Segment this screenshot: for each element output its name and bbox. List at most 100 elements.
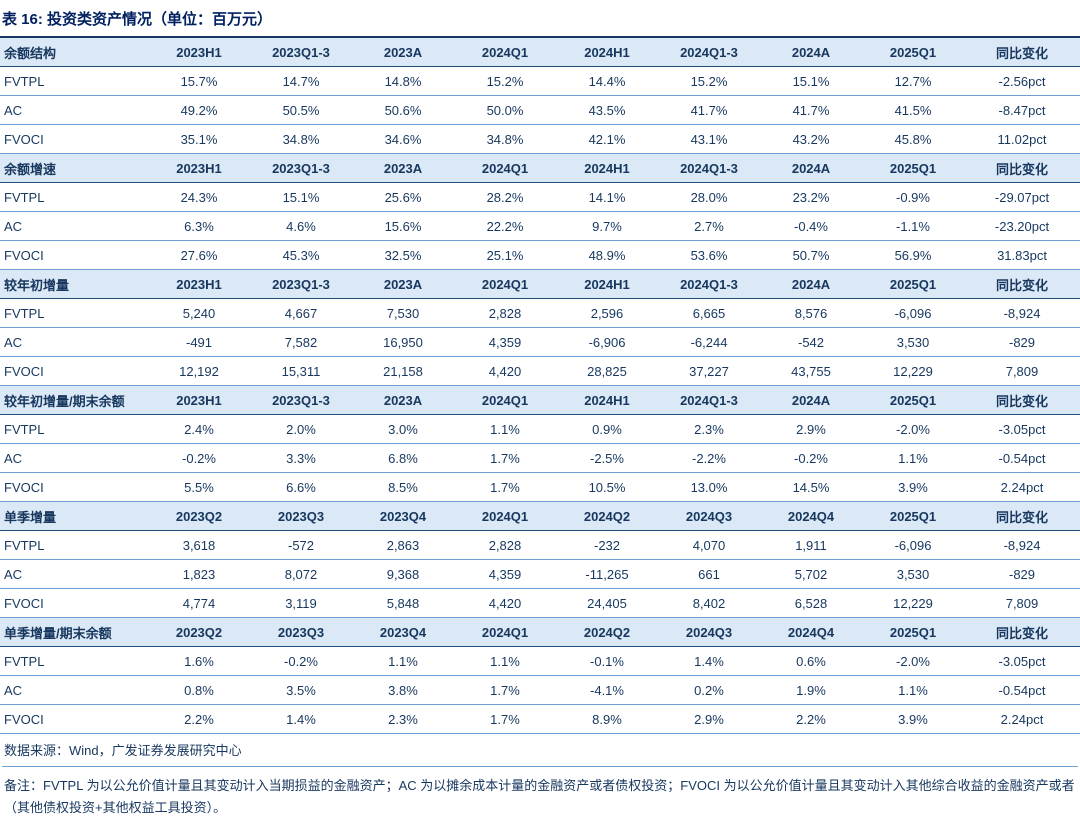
table-cell: 56.9% [862, 240, 964, 270]
section-label: 余额增速 [0, 153, 148, 183]
section-header-row: 较年初增量 2023H1 2023Q1-3 2023A 2024Q1 2024H1 2024… [0, 269, 1080, 299]
table-cell: -232 [556, 530, 658, 560]
column-header: 2023Q3 [250, 617, 352, 647]
table-cell: 45.3% [250, 240, 352, 270]
table-cell: 43.2% [760, 124, 862, 154]
table-cell: -2.5% [556, 443, 658, 473]
table-cell: 4,420 [454, 356, 556, 386]
column-header: 2025Q1 [862, 153, 964, 183]
column-header: 2024Q2 [556, 501, 658, 531]
row-label: FVTPL [0, 530, 148, 560]
footnote-text: 备注：FVTPL 为以公允价值计量且其变动计入当期损益的金融资产；AC 为以摊余… [4, 778, 1075, 815]
column-header: 2025Q1 [862, 269, 964, 299]
table-cell: 24.3% [148, 182, 250, 212]
table-cell: 3.3% [250, 443, 352, 473]
table-cell: 8.9% [556, 704, 658, 734]
table-cell: 5,702 [760, 559, 862, 589]
table-cell: 16,950 [352, 327, 454, 357]
table-cell: 4,774 [148, 588, 250, 618]
table-cell: -8,924 [964, 530, 1080, 560]
column-header: 2024Q1 [454, 153, 556, 183]
column-header: 2023H1 [148, 269, 250, 299]
table-cell: 7,809 [964, 588, 1080, 618]
table-cell: 4,070 [658, 530, 760, 560]
table-cell: 15.6% [352, 211, 454, 241]
row-label: FVTPL [0, 182, 148, 212]
table-cell: -2.2% [658, 443, 760, 473]
table-cell: 1.6% [148, 646, 250, 676]
table-row: FVOCI 4,774 3,119 5,848 4,420 24,405 8,402 6,52… [0, 588, 1080, 618]
table-cell: 2.7% [658, 211, 760, 241]
row-label: AC [0, 443, 148, 473]
column-header: 2024Q1-3 [658, 385, 760, 415]
table-cell: 22.2% [454, 211, 556, 241]
table-cell: 4.6% [250, 211, 352, 241]
table-cell: 0.2% [658, 675, 760, 705]
table-cell: 34.8% [454, 124, 556, 154]
table-row: FVOCI 27.6% 45.3% 32.5% 25.1% 48.9% 53.6% 50.7%… [0, 240, 1080, 270]
table-row: AC 6.3% 4.6% 15.6% 22.2% 9.7% 2.7% -0.4% -1.1% -2… [0, 211, 1080, 241]
table-cell: 3,119 [250, 588, 352, 618]
column-header: 同比变化 [964, 617, 1080, 647]
table-cell: 48.9% [556, 240, 658, 270]
table-cell: 15.1% [760, 66, 862, 96]
table-cell: 5.5% [148, 472, 250, 502]
column-header: 2024H1 [556, 36, 658, 67]
table-cell: 25.6% [352, 182, 454, 212]
table-cell: 3,530 [862, 327, 964, 357]
table-cell: 12,192 [148, 356, 250, 386]
table-cell: 2.24pct [964, 472, 1080, 502]
table-cell: 8,402 [658, 588, 760, 618]
column-header: 2024Q3 [658, 501, 760, 531]
column-header: 2023H1 [148, 385, 250, 415]
table-cell: 14.7% [250, 66, 352, 96]
table-cell: -6,096 [862, 530, 964, 560]
column-header: 2023A [352, 385, 454, 415]
table-cell: 2.4% [148, 414, 250, 444]
table-cell: 23.2% [760, 182, 862, 212]
table-cell: 41.7% [760, 95, 862, 125]
table-cell: 50.6% [352, 95, 454, 125]
table-cell: 45.8% [862, 124, 964, 154]
table-cell: -29.07pct [964, 182, 1080, 212]
table-cell: 661 [658, 559, 760, 589]
table-cell: 1,911 [760, 530, 862, 560]
table-cell: 2.0% [250, 414, 352, 444]
table-cell: 43,755 [760, 356, 862, 386]
column-header: 2023H1 [148, 153, 250, 183]
row-label: FVOCI [0, 472, 148, 502]
table-cell: 50.5% [250, 95, 352, 125]
table-cell: 12.7% [862, 66, 964, 96]
row-label: FVOCI [0, 704, 148, 734]
column-header: 2023Q1-3 [250, 269, 352, 299]
column-header: 2023Q2 [148, 617, 250, 647]
footer-divider [2, 766, 1078, 767]
column-header: 2024Q3 [658, 617, 760, 647]
table-cell: 2.2% [148, 704, 250, 734]
table-cell: 15.2% [454, 66, 556, 96]
column-header: 2024A [760, 153, 862, 183]
table-row: FVTPL 3,618 -572 2,863 2,828 -232 4,070 1,911 -6… [0, 530, 1080, 560]
table-cell: -8,924 [964, 298, 1080, 328]
table-cell: -8.47pct [964, 95, 1080, 125]
table-cell: 3.9% [862, 472, 964, 502]
table-cell: 14.8% [352, 66, 454, 96]
table-row: FVTPL 2.4% 2.0% 3.0% 1.1% 0.9% 2.3% 2.9% -2.0% -3… [0, 414, 1080, 444]
column-header: 2024Q1-3 [658, 269, 760, 299]
table-cell: 15.1% [250, 182, 352, 212]
row-label: FVOCI [0, 588, 148, 618]
table-cell: 3.0% [352, 414, 454, 444]
table-row: FVTPL 1.6% -0.2% 1.1% 1.1% -0.1% 1.4% 0.6% -2.0%… [0, 646, 1080, 676]
row-label: AC [0, 675, 148, 705]
table-cell: -0.2% [148, 443, 250, 473]
row-label: AC [0, 95, 148, 125]
section-header-row: 单季增量 2023Q2 2023Q3 2023Q4 2024Q1 2024Q2 2024Q3… [0, 501, 1080, 531]
column-header: 2024H1 [556, 153, 658, 183]
table-cell: 41.7% [658, 95, 760, 125]
table-cell: -3.05pct [964, 414, 1080, 444]
table-cell: 43.1% [658, 124, 760, 154]
row-label: FVOCI [0, 124, 148, 154]
table-cell: -0.9% [862, 182, 964, 212]
column-header: 2024Q4 [760, 617, 862, 647]
